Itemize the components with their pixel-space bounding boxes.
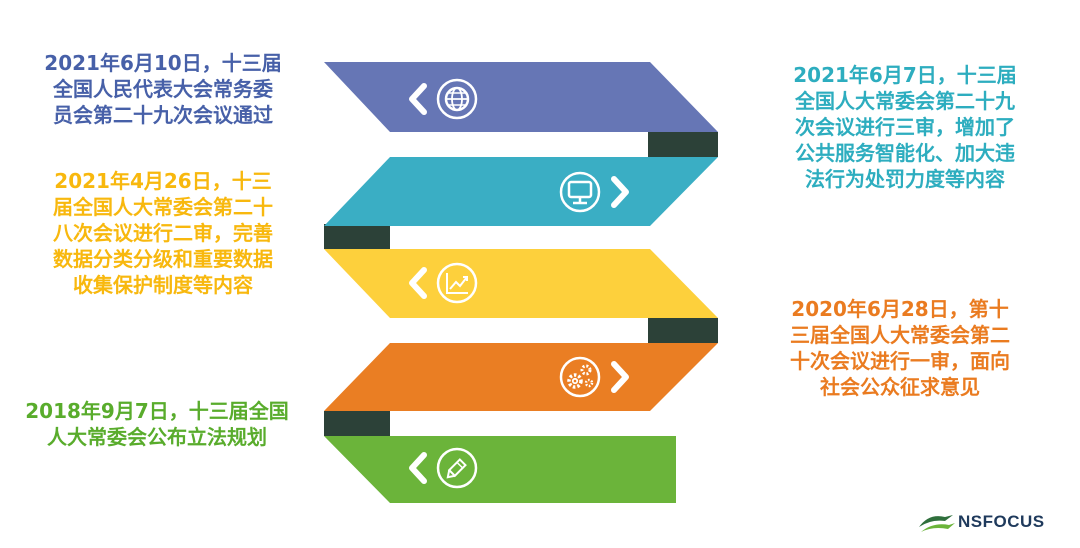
gears-icon [559,356,601,398]
logo-mark-icon [919,515,955,532]
chevron-right-icon [611,176,629,208]
milestone-2018-09-07: 2018年9月7日，十三届全国 人大常委会公布立法规划 [2,398,312,450]
note-line: 届全国人大常委会第二十 [53,195,273,219]
note-line: 2018年9月7日，十三届全国 [25,399,289,423]
milestone-2020-06-28: 2020年6月28日，第十 三届全国人大常委会第二 十次会议进行一审，面向 社会… [735,296,1065,400]
note-line: 法行为处罚力度等内容 [805,167,1005,191]
connector-tab [324,224,390,249]
logo-text: NSFOCUS [958,512,1045,531]
pencil-icon [436,447,478,489]
note-line: 全国人大常委会第二十九 [795,89,1015,113]
connector-tab [648,132,718,157]
chevron-left-icon [409,83,427,115]
note-line: 人大常委会公布立法规划 [47,425,267,449]
connector-tab [648,318,718,343]
band-5 [324,436,676,503]
milestone-2021-04-26: 2021年4月26日，十三 届全国人大常委会第二十 八次会议进行二审，完善 数据… [8,168,318,298]
band-3 [324,249,718,318]
note-line: 社会公众征求意见 [820,375,980,399]
note-line: 全国人民代表大会常务委 [53,77,273,101]
note-line: 八次会议进行二审，完善 [53,221,273,245]
band-4 [324,343,718,411]
milestone-2021-06-07: 2021年6月7日，十三届 全国人大常委会第二十九 次会议进行三审，增加了 公共… [740,62,1070,192]
note-line: 公共服务智能化、加大违 [795,141,1015,165]
band-1 [324,62,718,132]
note-line: 数据分类分级和重要数据 [53,247,273,271]
note-line: 三届全国人大常委会第二 [790,323,1010,347]
note-line: 2021年6月10日，十三届 [44,51,282,75]
note-line: 次会议进行三审，增加了 [795,115,1015,139]
connector-tab [324,411,390,436]
chevron-left-icon [409,452,427,484]
note-line: 2021年6月7日，十三届 [793,63,1017,87]
note-line: 2020年6月28日，第十 [791,297,1009,321]
note-line: 收集保护制度等内容 [73,273,253,297]
band-2 [324,157,718,226]
note-line: 员会第二十九次会议通过 [53,103,273,127]
chart-icon [436,262,478,304]
globe-icon [436,78,478,120]
note-line: 2021年4月26日，十三 [54,169,272,193]
note-line: 十次会议进行一审，面向 [790,349,1010,373]
chevron-left-icon [409,267,427,299]
monitor-icon [559,171,601,213]
milestone-2021-06-10: 2021年6月10日，十三届 全国人民代表大会常务委 员会第二十九次会议通过 [8,50,318,128]
nsfocus-logo: NSFOCUS [915,505,1070,539]
chevron-right-icon [611,361,629,393]
